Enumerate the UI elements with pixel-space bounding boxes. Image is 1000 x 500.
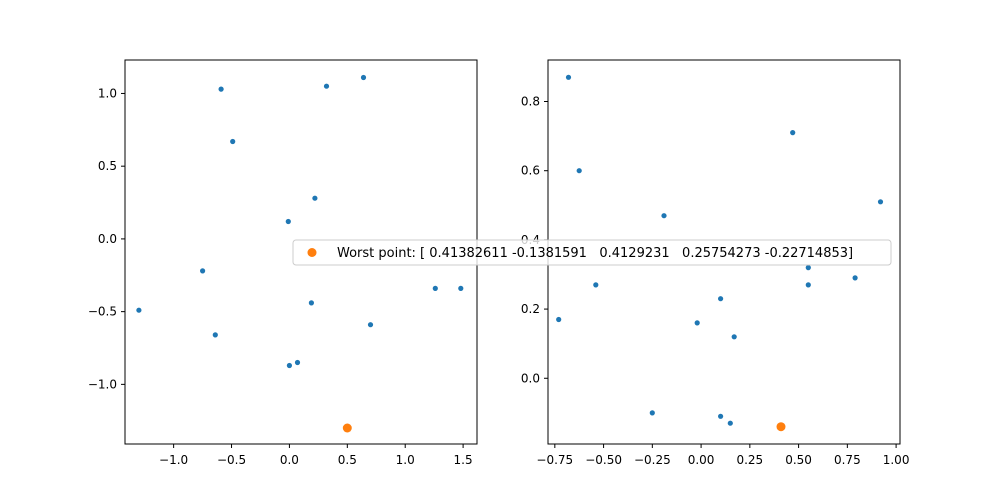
x-tick-label: −0.50 [585, 453, 622, 467]
data-point [790, 130, 796, 136]
data-point [323, 83, 330, 89]
data-point [200, 268, 206, 274]
data-point [230, 138, 236, 145]
data-point [661, 213, 667, 219]
data-point [694, 320, 700, 326]
x-tick-label: 0.75 [834, 453, 861, 467]
data-point [458, 285, 464, 291]
y-tick-label: −0.5 [88, 305, 117, 319]
data-point [718, 413, 724, 419]
worst-point [342, 423, 352, 433]
data-point [718, 296, 724, 302]
x-tick-label: 0.25 [736, 453, 763, 467]
data-point [286, 362, 292, 369]
y-tick-label: 0.6 [521, 164, 540, 178]
data-point [593, 282, 599, 288]
x-tick-label: 0.50 [785, 453, 812, 467]
data-point [294, 359, 301, 366]
y-tick-label: 0.0 [98, 232, 117, 246]
data-point [877, 199, 884, 205]
y-tick-label: 1.0 [98, 86, 117, 100]
data-point [136, 307, 142, 313]
data-point [285, 218, 291, 225]
legend-box [292, 239, 892, 266]
y-tick-label: −1.0 [88, 377, 117, 391]
legend-label: Worst point: [ 0.41382611 -0.1381591 0.4… [337, 246, 853, 261]
x-tick-label: 1.0 [396, 453, 415, 467]
data-point [432, 285, 438, 291]
data-point [360, 74, 367, 81]
y-tick-label: 0.0 [521, 371, 540, 385]
legend-worst-marker [307, 248, 317, 257]
data-point [218, 86, 224, 92]
data-point [727, 420, 733, 426]
x-tick-label: 0.5 [338, 453, 357, 467]
x-tick-label: −1.0 [159, 453, 188, 467]
data-point [308, 300, 314, 306]
data-point [565, 74, 572, 80]
data-point [649, 410, 655, 416]
x-tick-label: 0.0 [280, 453, 299, 467]
y-tick-label: 0.5 [98, 159, 117, 173]
data-point [805, 265, 811, 271]
data-point [852, 275, 858, 281]
x-tick-label: −0.75 [536, 453, 573, 467]
data-point [556, 316, 562, 323]
data-point [805, 282, 811, 288]
data-point [731, 334, 737, 340]
x-tick-label: 1.5 [454, 453, 473, 467]
worst-point [776, 422, 786, 432]
x-tick-label: 1.00 [883, 453, 910, 467]
data-point [576, 168, 582, 174]
x-tick-label: −0.25 [634, 453, 671, 467]
data-point [312, 195, 318, 201]
data-point [367, 322, 374, 328]
data-point [212, 332, 218, 338]
y-tick-label: 0.2 [521, 302, 540, 316]
y-tick-label: 0.8 [521, 95, 540, 109]
legend: Worst point: [ 0.41382611 -0.1381591 0.4… [292, 239, 892, 266]
x-tick-label: −0.5 [217, 453, 246, 467]
x-tick-label: 0.00 [688, 453, 715, 467]
